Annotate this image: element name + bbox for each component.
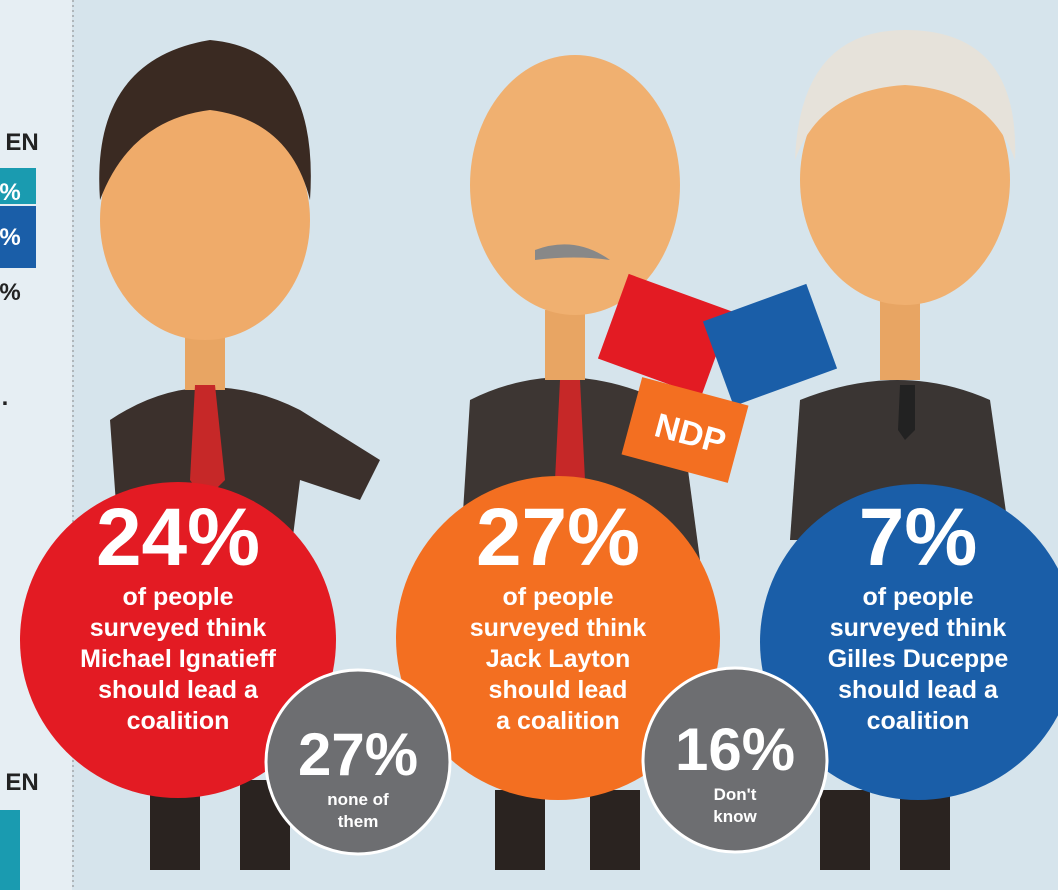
- stat-caption: know: [713, 807, 757, 826]
- stat-caption: of people: [502, 583, 613, 611]
- stat-caption: of people: [862, 583, 973, 611]
- sidebar-label: EN: [5, 129, 38, 156]
- sidebar-label: EN: [5, 769, 38, 796]
- stat-caption: coalition: [127, 707, 230, 735]
- stat-caption: Don't: [714, 785, 757, 804]
- infographic: NDP EN%%%.EN 24%of peoplesurveyed thinkM…: [0, 0, 1058, 890]
- stat-caption: surveyed think: [90, 614, 267, 642]
- stat-value: 24%: [96, 492, 260, 583]
- stat-caption: coalition: [867, 707, 970, 735]
- sidebar-bar: [0, 810, 20, 890]
- stat-caption: should lead: [489, 676, 628, 704]
- stat-caption: should lead a: [98, 676, 259, 704]
- stat-value: 7%: [859, 492, 978, 583]
- stat-value: 27%: [476, 492, 640, 583]
- stat-caption: Jack Layton: [486, 645, 631, 673]
- stat-caption: them: [338, 812, 379, 831]
- sidebar-label: %: [0, 179, 21, 206]
- stat-value: 27%: [298, 721, 418, 788]
- stat-caption: a coalition: [496, 707, 620, 735]
- stat-caption: none of: [327, 790, 389, 809]
- stat-caption: of people: [122, 583, 233, 611]
- sidebar-label: %: [0, 279, 21, 306]
- stat-caption: surveyed think: [470, 614, 647, 642]
- stat-caption: should lead a: [838, 676, 999, 704]
- stat-caption: Gilles Duceppe: [828, 645, 1009, 673]
- stat-caption: Michael Ignatieff: [80, 645, 277, 673]
- stat-caption: surveyed think: [830, 614, 1007, 642]
- stat-value: 16%: [675, 716, 795, 783]
- sidebar-label: %: [0, 224, 21, 251]
- sidebar-label: .: [2, 384, 9, 411]
